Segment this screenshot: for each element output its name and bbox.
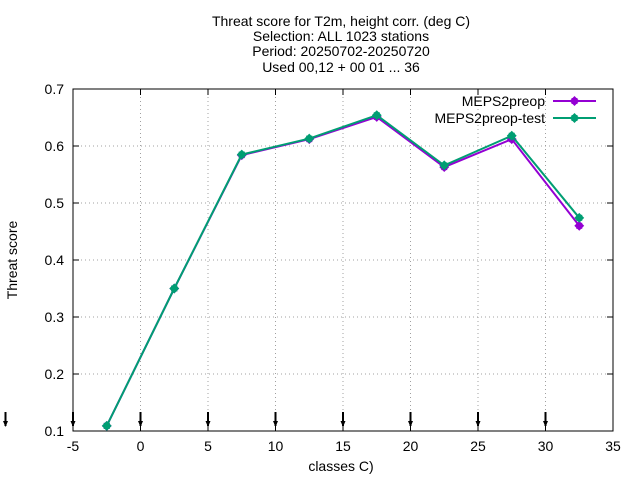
y-tick-label: 0.6 bbox=[45, 138, 65, 154]
class-boundary-marker bbox=[3, 412, 8, 427]
data-point-core bbox=[373, 112, 380, 119]
x-tick-label: 25 bbox=[470, 438, 486, 454]
class-boundary-marker bbox=[205, 412, 211, 427]
chart-title: Threat score for T2m, height corr. (deg … bbox=[212, 13, 470, 75]
data-point-core bbox=[441, 162, 448, 169]
legend-marker-core bbox=[571, 98, 578, 104]
series-line bbox=[105, 115, 581, 427]
y-tick-label: 0.3 bbox=[45, 309, 65, 325]
x-tick-label: 30 bbox=[538, 438, 554, 454]
data-point-core bbox=[576, 222, 583, 229]
series-meps2preop-test bbox=[101, 110, 585, 431]
x-tick-label: 0 bbox=[137, 438, 145, 454]
y-axis-label: Threat score bbox=[4, 220, 20, 299]
y-tick-label: 0.2 bbox=[45, 366, 65, 382]
data-point-core bbox=[103, 422, 110, 429]
x-axis: -5 0 5 10 15 20 25 30 35 bbox=[67, 89, 621, 454]
y-tick-label: 0.1 bbox=[45, 423, 65, 439]
class-boundary-marker bbox=[273, 412, 278, 427]
y-tick-label: 0.4 bbox=[45, 252, 65, 268]
title-line-2: Selection: ALL 1023 stations bbox=[253, 28, 429, 44]
legend-marker-core bbox=[571, 115, 578, 121]
class-boundary-marker bbox=[340, 412, 346, 427]
class-boundary-marker bbox=[70, 412, 76, 427]
y-tick-label: 0.7 bbox=[45, 81, 65, 97]
y-axis: 0.1 0.2 0.3 0.4 0.5 0.6 0.7 bbox=[45, 81, 613, 439]
class-boundary-marker bbox=[543, 412, 548, 427]
legend-label: MEPS2preop-test bbox=[435, 110, 546, 126]
legend-entry: MEPS2preop bbox=[462, 93, 596, 109]
series-group bbox=[101, 110, 585, 431]
y-tick-label: 0.5 bbox=[45, 195, 65, 211]
title-line-4: Used 00,12 + 00 01 ... 36 bbox=[262, 59, 420, 75]
grid bbox=[73, 89, 613, 431]
data-point-core bbox=[238, 151, 245, 158]
class-markers bbox=[3, 412, 548, 427]
class-boundary-marker bbox=[138, 412, 143, 427]
title-line-1: Threat score for T2m, height corr. (deg … bbox=[212, 13, 470, 29]
series-meps2preop bbox=[101, 111, 585, 431]
legend-label: MEPS2preop bbox=[462, 93, 545, 109]
x-tick-label: 5 bbox=[204, 438, 212, 454]
x-tick-label: 15 bbox=[335, 438, 351, 454]
legend-entry: MEPS2preop-test bbox=[435, 110, 596, 126]
class-boundary-marker bbox=[475, 412, 481, 427]
x-tick-label: 20 bbox=[403, 438, 419, 454]
data-point-core bbox=[576, 214, 583, 221]
x-tick-label: -5 bbox=[67, 438, 80, 454]
title-line-3: Period: 20250702-20250720 bbox=[252, 43, 430, 59]
x-axis-label: classes C) bbox=[308, 458, 373, 474]
data-point-core bbox=[508, 132, 515, 139]
x-tick-label: 10 bbox=[268, 438, 284, 454]
series-line bbox=[105, 114, 581, 427]
class-boundary-marker bbox=[408, 412, 413, 427]
data-point-core bbox=[171, 285, 178, 292]
x-tick-label: 35 bbox=[605, 438, 621, 454]
data-point-core bbox=[306, 135, 313, 142]
